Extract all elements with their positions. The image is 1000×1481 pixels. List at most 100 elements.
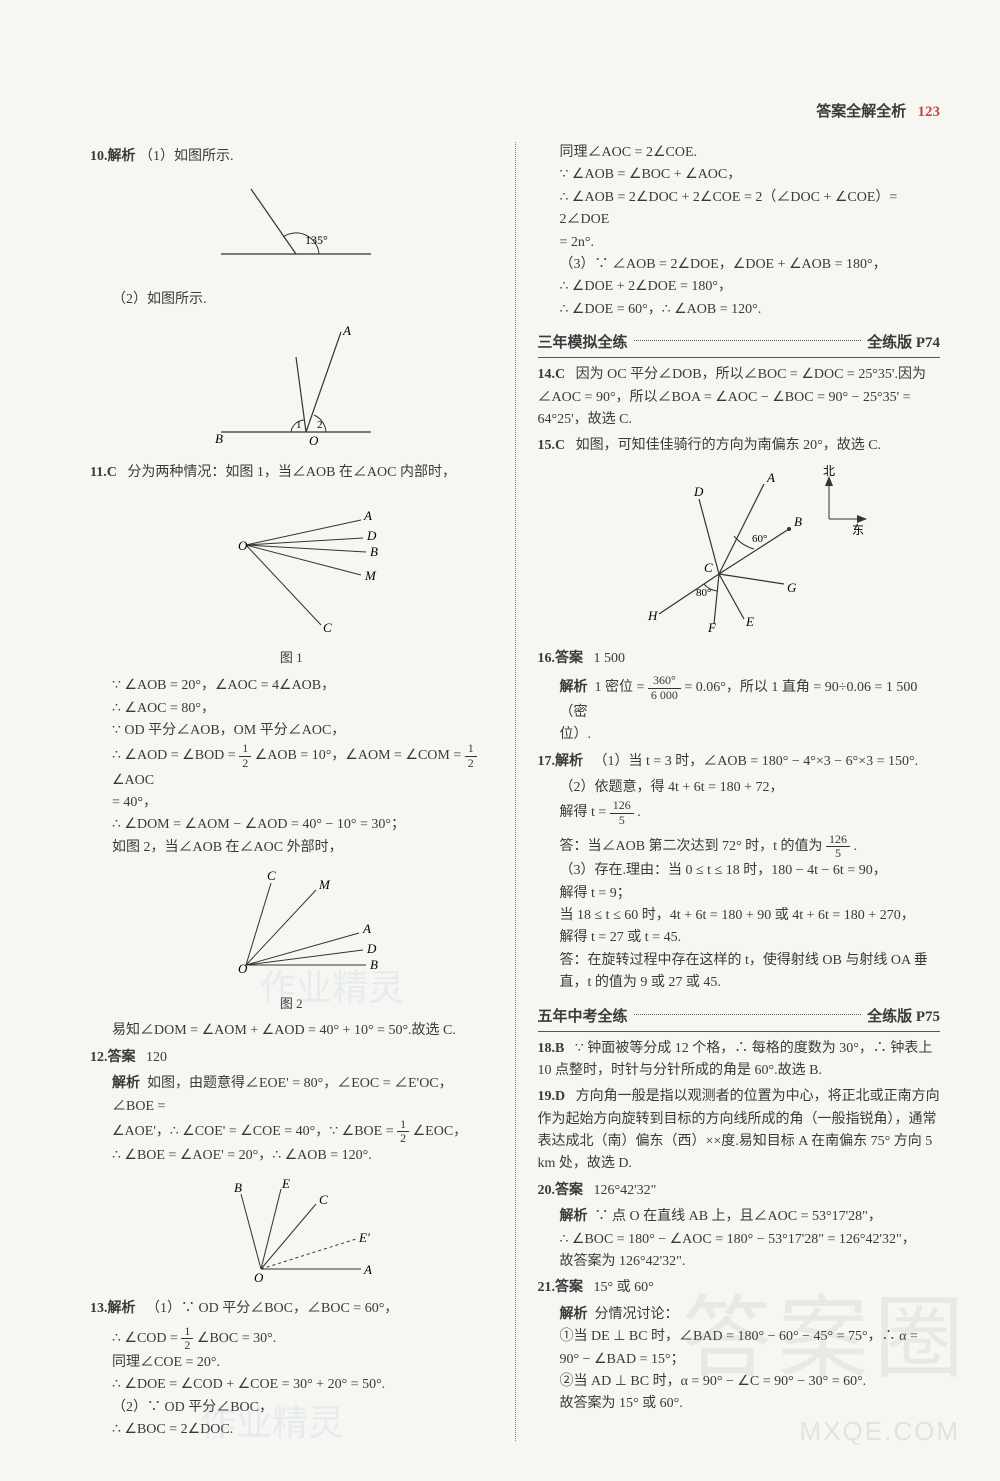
q14-label: 14.C xyxy=(538,367,566,382)
svg-text:60°: 60° xyxy=(752,533,767,545)
svg-text:M: M xyxy=(318,877,331,892)
q15: 15.C 如图，可知佳佳骑行的方向为南偏东 20°，故选 C. xyxy=(538,435,941,457)
q10-fig1: 135° xyxy=(90,174,493,282)
q13-p5: （2）∵ OD 平分∠BOC， xyxy=(112,1397,493,1419)
q12-ans: 120 xyxy=(146,1050,167,1065)
q20-label: 20.答案 xyxy=(538,1183,584,1198)
q20: 20.答案 126°42'32" xyxy=(538,1180,941,1202)
q11-l1: ∴ ∠AOC = 80°， xyxy=(112,698,493,720)
q13: 13.解析 （1）∵ OD 平分∠BOC，∠BOC = 60°， xyxy=(90,1298,493,1320)
sec3-ref: 全练版 P74 xyxy=(867,331,940,355)
page-root: 答案全解全析 123 10.解析 （1）如图所示. 135° （2）如图所示. xyxy=(0,0,1000,1481)
q20-l2: ∴ ∠BOC = 180° − ∠AOC = 180° − 53°17'28" … xyxy=(560,1229,941,1251)
q17-p8: 解得 t = 27 或 t = 45. xyxy=(560,927,941,949)
q20-ans: 126°42'32" xyxy=(594,1183,657,1198)
svg-text:80°: 80° xyxy=(696,587,711,599)
q11-intro: 分为两种情况：如图 1，当∠AOB 在∠AOC 内部时， xyxy=(127,465,456,480)
svg-text:B: B xyxy=(370,957,378,972)
q17-p4: 答：当∠AOB 第二次达到 72° 时，t 的值为 1265 . xyxy=(560,833,941,860)
q13-p3: 同理∠COE = 20°. xyxy=(112,1352,493,1374)
q13-p2: ∴ ∠COD = 12 ∠BOC = 30°. xyxy=(112,1325,493,1352)
q18-label: 18.B xyxy=(538,1041,565,1056)
right-column: 同理∠AOC = 2∠COE. ∵ ∠AOB = ∠BOC + ∠AOC， ∴ … xyxy=(538,142,941,1441)
svg-text:A: A xyxy=(363,508,372,523)
q21-l1: ①当 DE ⊥ BC 时，∠BAD = 180° − 60° − 45° = 7… xyxy=(560,1326,941,1371)
svg-text:B: B xyxy=(370,544,378,559)
q10-fig1-angle: 135° xyxy=(305,233,328,247)
q11-l2: ∵ OD 平分∠AOB，OM 平分∠AOC， xyxy=(112,720,493,742)
svg-text:E': E' xyxy=(358,1230,370,1245)
q12: 12.答案 120 xyxy=(90,1047,493,1069)
svg-text:A: A xyxy=(363,1262,372,1277)
page-number: 123 xyxy=(918,104,941,120)
svg-text:O: O xyxy=(254,1270,264,1284)
svg-text:F: F xyxy=(707,620,717,634)
q20-l3: 故答案为 126°42'32". xyxy=(560,1251,941,1273)
q16-body: 解析 1 密位 = 360°6 000 = 0.06°，所以 1 直角 = 90… xyxy=(538,674,941,746)
sec3-title: 三年模拟全练 xyxy=(538,331,628,355)
q10-fig2: A B 2 1 O xyxy=(90,317,493,455)
svg-text:C: C xyxy=(704,560,713,575)
sec5-title: 五年中考全练 xyxy=(538,1005,628,1029)
q13c-l6: ∴ ∠DOE + 2∠DOE = 180°， xyxy=(560,276,941,298)
q13c-l7: ∴ ∠DOE = 60°，∴ ∠AOB = 120°. xyxy=(560,299,941,321)
q19-text: 方向角一般是指以观测者的位置为中心，将正北或正南方向作为起始方向旋转到目标的方向… xyxy=(538,1089,940,1171)
q17-p9: 答：在旋转过程中存在这样的 t，使得射线 OB 与射线 OA 垂直，t 的值为 … xyxy=(560,950,941,995)
q12-jiexi: 解析 xyxy=(112,1076,140,1091)
svg-text:E: E xyxy=(281,1176,290,1191)
q14: 14.C 因为 OC 平分∠DOB，所以∠BOC = ∠DOC = 25°35'… xyxy=(538,364,941,431)
q21-body: 解析 分情况讨论： ①当 DE ⊥ BC 时，∠BAD = 180° − 60°… xyxy=(538,1304,941,1416)
q21-sub: 分情况讨论： xyxy=(595,1307,679,1322)
q12-l3: ∴ ∠BOE = ∠AOE' = 20°，∴ ∠AOB = 120°. xyxy=(112,1145,493,1167)
svg-text:C: C xyxy=(267,868,276,883)
q11-fig2: O C M A D B 图 2 xyxy=(90,865,493,1014)
svg-text:C: C xyxy=(323,620,332,635)
q21-jiexi: 解析 xyxy=(560,1307,588,1322)
svg-text:H: H xyxy=(647,608,658,623)
svg-text:C: C xyxy=(319,1192,328,1207)
q10-label: 10.解析 xyxy=(90,149,136,164)
q13-p4: ∴ ∠DOE = ∠COD + ∠COE = 30° + 20° = 50°. xyxy=(112,1374,493,1396)
column-divider xyxy=(515,142,516,1441)
q12-l2: ∠AOE'，∴ ∠COE' = ∠COE = 40°，∵ ∠BOE = 12 ∠… xyxy=(112,1118,493,1145)
q11-fig2-cap: 图 2 xyxy=(90,994,493,1015)
q15-text: 如图，可知佳佳骑行的方向为南偏东 20°，故选 C. xyxy=(576,438,881,453)
q14-text: 因为 OC 平分∠DOB，所以∠BOC = ∠DOC = 25°35'.因为∠A… xyxy=(538,367,926,427)
q17-label: 17.解析 xyxy=(538,754,584,769)
svg-text:A: A xyxy=(362,921,371,936)
q12-body: 解析 如图，由题意得∠EOE' = 80°，∠EOC = ∠E'OC，∠BOE … xyxy=(90,1073,493,1168)
q10: 10.解析 （1）如图所示. xyxy=(90,146,493,168)
q11-fig1: O A D B M C 图 1 xyxy=(90,490,493,669)
two-col-layout: 10.解析 （1）如图所示. 135° （2）如图所示. xyxy=(90,142,940,1441)
q12-label: 12.答案 xyxy=(90,1050,136,1065)
q13-cont: 同理∠AOC = 2∠COE. ∵ ∠AOB = ∠BOC + ∠AOC， ∴ … xyxy=(538,142,941,321)
svg-text:E: E xyxy=(745,614,754,629)
q18: 18.B ∵ 钟面被等分成 12 个格，∴ 每格的度数为 30°，∴ 钟表上 1… xyxy=(538,1038,941,1083)
q11-tail: 易知∠DOM = ∠AOM + ∠AOD = 40° + 10° = 50°.故… xyxy=(90,1020,493,1042)
q21-ans: 15° 或 60° xyxy=(594,1280,654,1295)
q11-l7: ∴ ∠DOM = ∠AOM − ∠AOD = 40° − 10° = 30°； xyxy=(112,814,493,836)
svg-text:O: O xyxy=(238,538,248,553)
q16-l2: 位）. xyxy=(560,724,941,746)
q12-l1: 如图，由题意得∠EOE' = 80°，∠EOC = ∠E'OC，∠BOE = xyxy=(112,1076,453,1113)
q15-label: 15.C xyxy=(538,438,566,453)
q11-label: 11.C xyxy=(90,465,117,480)
q12-fig: B E C E' O A xyxy=(90,1174,493,1292)
q11-l0: ∵ ∠AOB = 20°，∠AOC = 4∠AOB， xyxy=(112,675,493,697)
q13c-l3: ∴ ∠AOB = 2∠DOC + 2∠COE = 2（∠DOC + ∠COE）=… xyxy=(560,187,941,232)
q11: 11.C 分为两种情况：如图 1，当∠AOB 在∠AOC 内部时， xyxy=(90,462,493,484)
svg-text:D: D xyxy=(366,941,377,956)
q10-p2: （2）如图所示. xyxy=(90,289,493,311)
q13c-l2: ∵ ∠AOB = ∠BOC + ∠AOC， xyxy=(560,164,941,186)
q21-l3: 故答案为 15° 或 60°. xyxy=(560,1393,941,1415)
q11-l6: = 40°， xyxy=(112,792,493,814)
q21-label: 21.答案 xyxy=(538,1280,584,1295)
svg-text:B: B xyxy=(234,1180,242,1195)
section-5yr: 五年中考全练 全练版 P75 xyxy=(538,1005,941,1032)
svg-text:M: M xyxy=(364,568,377,583)
svg-text:A: A xyxy=(342,323,351,338)
left-column: 10.解析 （1）如图所示. 135° （2）如图所示. xyxy=(90,142,493,1441)
q13c-l1: 同理∠AOC = 2∠COE. xyxy=(560,142,941,164)
svg-text:1: 1 xyxy=(296,419,302,431)
q21: 21.答案 15° 或 60° xyxy=(538,1277,941,1299)
